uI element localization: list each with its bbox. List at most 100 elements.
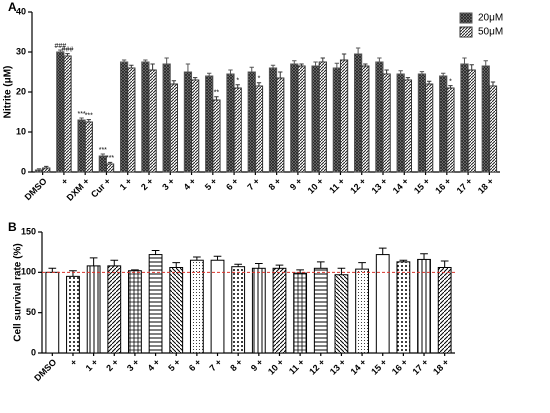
bar	[42, 167, 51, 173]
bar	[231, 266, 246, 354]
error-bar	[483, 60, 488, 66]
annotation: ***	[85, 112, 93, 119]
error-bar	[228, 69, 233, 74]
x-tick-label: 13 +	[328, 357, 348, 377]
error-bar	[143, 59, 148, 62]
x-tick-label: 8 +	[267, 176, 283, 192]
bar	[460, 63, 469, 173]
bar	[439, 75, 448, 173]
annotation: *	[449, 78, 452, 85]
y-axis-label: Nitrite (μM)	[3, 66, 14, 119]
x-tick-label: 13 +	[369, 176, 389, 196]
error-bar	[58, 49, 63, 52]
error-bar	[316, 261, 325, 269]
legend-label: 50μM	[478, 27, 503, 38]
bar	[233, 87, 242, 173]
error-bar	[249, 66, 254, 72]
bar	[361, 65, 370, 173]
y-tick-label: 40	[16, 6, 26, 16]
annotation: *	[236, 78, 239, 85]
error-bar	[292, 60, 297, 64]
x-tick-label: 5 +	[203, 176, 219, 192]
bar	[446, 87, 455, 173]
error-bar	[129, 64, 134, 68]
bar	[226, 73, 235, 173]
x-tick-label: 4 +	[182, 176, 198, 192]
error-bar	[426, 80, 432, 84]
annotation: ###	[54, 43, 66, 50]
error-bar	[214, 96, 219, 100]
x-tick-label: 16 +	[433, 176, 453, 196]
error-bar	[164, 57, 169, 64]
bar	[375, 254, 390, 354]
x-tick-label: DMSO	[23, 176, 49, 202]
error-bar	[192, 77, 198, 80]
annotation: ***	[99, 147, 107, 154]
y-tick-label: 10	[16, 126, 26, 136]
bar	[318, 61, 327, 173]
error-bar	[270, 64, 276, 68]
bar	[254, 85, 264, 173]
annotation: *	[258, 76, 261, 83]
error-bar	[89, 257, 98, 266]
bar	[212, 99, 221, 173]
x-tick-label: 1 +	[118, 176, 134, 192]
error-bar	[299, 63, 304, 66]
bar	[382, 73, 391, 173]
x-tick-label: 6 +	[224, 176, 240, 192]
error-bar	[440, 260, 449, 268]
bar	[56, 51, 65, 173]
x-tick-label: 17 +	[455, 176, 475, 196]
bar	[148, 69, 157, 173]
annotation: ###	[62, 46, 74, 53]
x-tick-label: 17 +	[410, 357, 430, 377]
y-tick-label: 0	[31, 347, 36, 357]
error-bar	[207, 72, 212, 76]
error-bar	[377, 57, 382, 62]
error-bar	[36, 168, 42, 170]
error-bar	[419, 71, 425, 74]
bar	[148, 254, 163, 354]
bar	[128, 270, 142, 354]
error-bar	[100, 153, 106, 156]
bar	[127, 67, 136, 173]
x-tick-label: 6 +	[187, 357, 203, 373]
error-bar	[131, 269, 139, 271]
error-bar	[405, 77, 411, 80]
x-tick-label: 18 +	[431, 357, 451, 377]
bar	[488, 85, 498, 173]
bar	[339, 59, 349, 173]
bar	[107, 265, 122, 354]
error-bar	[48, 267, 57, 273]
bar	[268, 67, 278, 173]
error-bar	[172, 262, 181, 268]
error-bar	[341, 53, 347, 60]
error-bar	[420, 253, 428, 260]
bar	[77, 119, 86, 173]
bar	[86, 265, 101, 354]
bar	[105, 163, 115, 173]
x-tick-label: 10 +	[306, 176, 326, 196]
error-bar	[213, 255, 222, 261]
legend-swatch	[459, 12, 473, 24]
bar	[191, 79, 200, 173]
y-tick-label: 0	[21, 166, 26, 176]
error-bar	[358, 262, 366, 270]
bar	[205, 75, 214, 173]
error-bar	[399, 259, 408, 262]
x-tick-label: 7 +	[208, 357, 224, 373]
bar	[210, 259, 225, 354]
bar	[63, 55, 72, 173]
bar	[34, 169, 44, 173]
annotation: **	[214, 90, 220, 97]
bar	[276, 77, 285, 173]
bar	[183, 71, 193, 173]
bar	[247, 71, 256, 173]
x-tick-label: 4 +	[146, 357, 162, 373]
x-tick-label: 3 +	[125, 357, 141, 373]
x-tick-label: 2 +	[139, 176, 155, 192]
error-bar	[69, 270, 77, 277]
bar	[169, 83, 179, 173]
bar	[332, 67, 341, 173]
